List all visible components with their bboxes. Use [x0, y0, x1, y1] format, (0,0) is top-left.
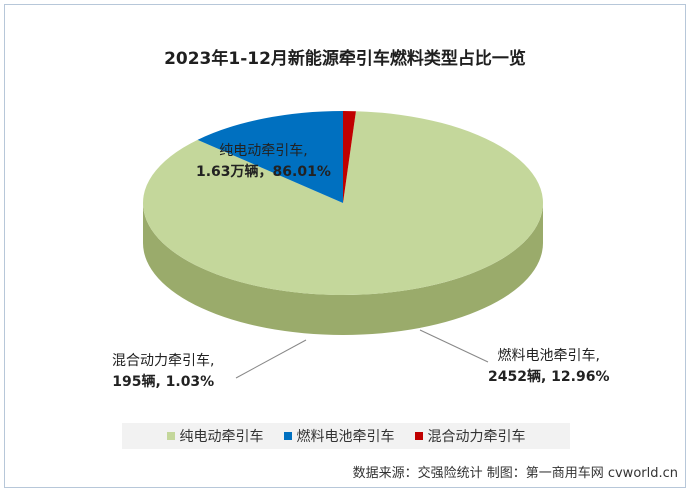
leader-line-fuel-cell: [419, 329, 489, 363]
legend-label-hybrid: 混合动力牵引车: [427, 429, 526, 445]
pie-slice-fuel-cell: [197, 111, 343, 203]
label-fuel-cell-name: 燃料电池牵引车,: [497, 348, 600, 364]
label-pure-electric: 纯电动牵引车, 1.63万辆，86.01%: [196, 141, 331, 183]
legend-swatch-fuel-cell: [283, 432, 292, 440]
legend-label-fuel-cell: 燃料电池牵引车: [296, 429, 395, 445]
label-pure-electric-name: 纯电动牵引车,: [219, 143, 308, 159]
label-pure-electric-value: 1.63万辆，86.01%: [196, 164, 331, 180]
leader-line-hybrid: [235, 339, 307, 379]
label-fuel-cell: 燃料电池牵引车, 2452辆, 12.96%: [488, 346, 609, 388]
label-hybrid-value: 195辆, 1.03%: [112, 374, 215, 390]
legend: 纯电动牵引车 燃料电池牵引车 混合动力牵引车: [122, 423, 570, 449]
legend-item-pure-electric: 纯电动牵引车: [166, 426, 264, 446]
chart-title: 2023年1-12月新能源牵引车燃料类型占比一览: [164, 49, 526, 69]
source-note: 数据来源：交强险统计 制图：第一商用车网 cvworld.cn: [352, 466, 678, 481]
legend-label-pure-electric: 纯电动牵引车: [179, 429, 264, 445]
pie-side-pure-electric: [143, 203, 543, 335]
label-hybrid: 混合动力牵引车, 195辆, 1.03%: [112, 351, 214, 393]
pie-slice-hybrid: [343, 111, 356, 203]
legend-item-hybrid: 混合动力牵引车: [414, 426, 526, 446]
legend-item-fuel-cell: 燃料电池牵引车: [283, 426, 395, 446]
label-hybrid-name: 混合动力牵引车,: [112, 353, 215, 369]
legend-swatch-pure-electric: [166, 432, 175, 440]
pie-slice-pure-electric: [143, 111, 543, 295]
label-fuel-cell-value: 2452辆, 12.96%: [488, 369, 610, 385]
legend-swatch-hybrid: [414, 432, 423, 440]
